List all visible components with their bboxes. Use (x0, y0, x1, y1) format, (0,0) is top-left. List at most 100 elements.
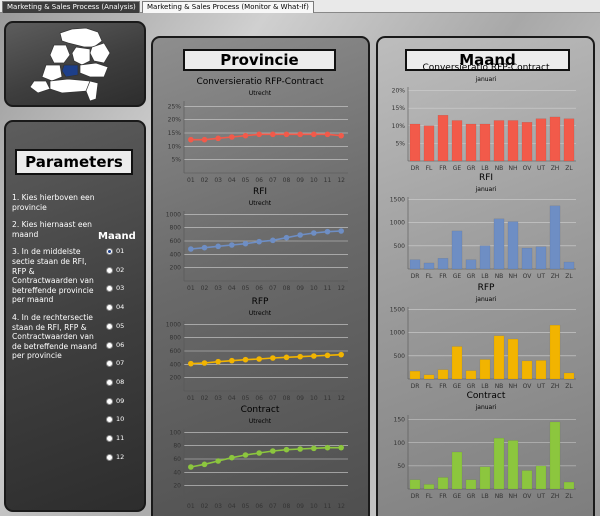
series-line (190, 133, 342, 141)
x-tick-label: ZL (565, 273, 573, 280)
bar-dr (409, 370, 421, 380)
y-tick-label: 80 (173, 443, 181, 450)
x-tick-label: GR (467, 273, 476, 280)
y-tick-label: 50 (397, 463, 405, 470)
x-tick-label: FL (426, 493, 433, 500)
x-tick-label: OV (523, 273, 533, 280)
map-province-zeeland[interactable] (29, 80, 51, 94)
bar-ut (535, 465, 547, 490)
chart-title: RFP (251, 297, 269, 307)
x-tick-label: 08 (283, 177, 291, 184)
x-tick-label: UT (537, 273, 545, 280)
x-tick-label: ZL (565, 165, 573, 172)
bar-nb (493, 120, 505, 162)
y-tick-label: 500 (394, 243, 406, 250)
map-province-limburg[interactable] (85, 80, 99, 102)
x-tick-label: DR (411, 273, 420, 280)
map-province-utrecht-selected[interactable] (61, 64, 79, 78)
x-tick-label: NH (509, 165, 518, 172)
x-tick-label: OV (523, 383, 533, 390)
x-tick-label: 09 (296, 503, 304, 510)
month-radio-label: 02 (116, 265, 125, 274)
x-tick-label: NB (495, 383, 504, 390)
map-province-groningen-friesland[interactable] (59, 27, 103, 48)
provincie-header: Provincie (183, 49, 336, 71)
map-province-flevoland[interactable] (71, 46, 91, 66)
line-chart-contract-utrecht: 20 40 60 80 100 01 02 03 04 05 06 07 08 09 10 11 12 (170, 429, 348, 510)
maand-label: Maand (98, 231, 136, 242)
bar-fr (437, 477, 449, 490)
x-tick-label: 05 (242, 177, 250, 184)
month-radio-09[interactable] (106, 397, 113, 405)
x-tick-label: 08 (283, 395, 291, 402)
data-point (283, 234, 290, 241)
month-radio-01[interactable] (106, 248, 113, 255)
x-tick-label: 03 (214, 177, 222, 184)
x-tick-label: 02 (201, 503, 209, 510)
x-tick-label: NH (509, 273, 518, 280)
chart-subtitle: januari (475, 76, 497, 83)
x-tick-label: GR (467, 383, 476, 390)
x-tick-label: 12 (337, 503, 345, 510)
month-radio-04[interactable] (106, 304, 113, 312)
month-radio-07[interactable] (106, 360, 113, 368)
data-point (311, 353, 317, 359)
month-radio-03[interactable] (106, 285, 113, 293)
month-radio-05[interactable] (106, 322, 113, 330)
x-tick-label: NH (509, 383, 518, 390)
month-radio-08[interactable] (106, 378, 113, 386)
maand-header: Maand (405, 49, 570, 71)
bar-zh (549, 116, 561, 162)
x-tick-label: 11 (324, 177, 332, 184)
y-tick-label: 1000 (166, 321, 181, 328)
line-chart-rfp-utrecht: 200 400 600 800 1000 01 02 03 04 05 06 07 08 09 10 11 12 (166, 321, 348, 402)
x-tick-label: FR (439, 383, 447, 390)
bar-lb (479, 359, 491, 380)
y-tick-label: 60 (173, 456, 181, 463)
bar-gr (465, 479, 477, 490)
bar-lb (479, 123, 491, 162)
bar-ut (535, 360, 547, 380)
x-tick-label: GE (453, 273, 462, 280)
data-point (229, 242, 235, 248)
x-tick-label: FL (426, 273, 433, 280)
month-radio-12[interactable] (106, 453, 113, 461)
x-tick-label: 10 (310, 285, 318, 292)
y-tick-label: 1000 (390, 220, 405, 227)
month-radio-11[interactable] (106, 435, 113, 442)
data-point (215, 135, 221, 142)
tab-monitor-what-if[interactable]: Marketing & Sales Process (Monitor & Wha… (142, 1, 314, 13)
bar-lb (479, 245, 491, 270)
x-tick-label: ZH (551, 165, 560, 172)
tab-analysis[interactable]: Marketing & Sales Process (Analysis) (2, 1, 140, 13)
x-tick-label: FR (439, 165, 447, 172)
netherlands-map[interactable] (6, 23, 144, 105)
map-province-noord-brabant[interactable] (49, 78, 91, 94)
x-tick-label: 05 (242, 285, 250, 292)
map-province-zuid-holland[interactable] (41, 64, 63, 82)
data-point (229, 454, 235, 461)
month-radio-10[interactable] (106, 416, 113, 424)
bar-gr (465, 123, 477, 162)
bar-fl (423, 125, 435, 162)
y-tick-label: 1000 (390, 330, 405, 337)
month-radio-02[interactable] (106, 266, 113, 274)
y-tick-label: 20% (168, 117, 182, 124)
map-province-noord-holland[interactable] (49, 44, 71, 64)
map-province-gelderland[interactable] (79, 62, 109, 78)
x-tick-label: 12 (337, 395, 345, 402)
data-point (201, 244, 208, 251)
bar-gr (465, 370, 477, 380)
x-tick-label: 02 (201, 285, 209, 292)
y-tick-label: 200 (170, 375, 182, 382)
x-tick-label: 06 (255, 395, 263, 402)
provincie-panel (151, 36, 370, 516)
bar-ge (451, 346, 463, 380)
bar-zh (549, 324, 561, 380)
x-tick-label: 10 (310, 395, 318, 402)
chart-maand-rfi: RFI januari 500 1000 1500 DR FL FR GE GR LB NB NH O… (386, 173, 586, 283)
bar-lb (479, 466, 491, 490)
chart-provincie-conversie: Conversieratio RFP-Contract Utrecht 5% 10… (162, 77, 358, 187)
chart-maand-conversie: Conversieratio RFP-Contract januari 5% 10… (386, 63, 586, 175)
month-radio-06[interactable] (106, 341, 113, 349)
